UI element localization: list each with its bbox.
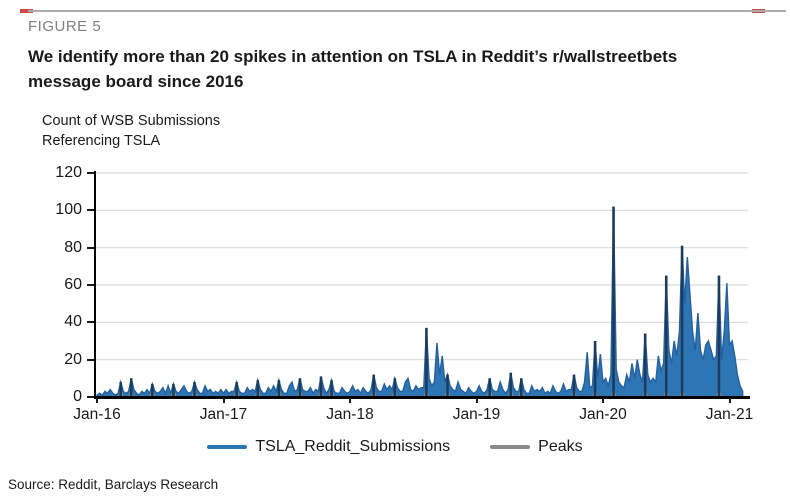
- y-tick: [87, 358, 94, 361]
- y-tick: [87, 321, 94, 324]
- x-tick-label: Jan-17: [199, 406, 248, 423]
- x-tick-label: Jan-20: [579, 406, 627, 423]
- y-tick-label: 80: [64, 238, 82, 256]
- y-tick: [87, 396, 94, 398]
- x-tick: [349, 398, 351, 403]
- legend-line-tsla-submissions: [207, 445, 248, 449]
- y-tick-label: 0: [73, 388, 82, 405]
- header-rule: [28, 10, 786, 12]
- legend-label-peaks: Peaks: [538, 438, 583, 455]
- x-tick-label: Jan-16: [73, 406, 121, 423]
- y-tick-label: 40: [64, 313, 82, 331]
- chart-title: We identify more than 20 spikes in atten…: [28, 47, 678, 91]
- figure-number-label: FIGURE 5: [28, 18, 102, 35]
- source-note: Source: Reddit, Barclays Research: [8, 477, 219, 492]
- x-tick-label: Jan-18: [326, 406, 374, 423]
- y-tick: [87, 172, 94, 174]
- x-tick: [602, 398, 604, 403]
- y-tick-label: 100: [55, 201, 82, 219]
- chart-legend: TSLA_Reddit_Submissions Peaks: [0, 438, 790, 456]
- y-tick: [87, 246, 94, 249]
- legend-line-peaks: [490, 445, 531, 449]
- y-tick-label: 120: [55, 164, 82, 181]
- y-tick: [87, 284, 94, 286]
- y-axis-line: [94, 171, 96, 398]
- y-axis-unit-line1: Count of WSB Submissions: [42, 113, 221, 129]
- x-tick: [96, 398, 98, 403]
- y-axis-unit-caption: Count of WSB Submissions Referencing TSL…: [42, 111, 220, 151]
- x-axis-line: [94, 396, 750, 399]
- x-tick: [475, 398, 478, 403]
- x-tick-label: Jan-21: [705, 406, 754, 423]
- x-tick: [222, 398, 225, 403]
- y-axis-unit-line2: Referencing TSLA: [42, 133, 161, 149]
- y-tick-label: 20: [64, 350, 82, 368]
- y-tick-label: 60: [64, 276, 82, 293]
- y-tick: [87, 209, 94, 212]
- x-tick: [728, 398, 731, 403]
- legend-label-tsla-submissions: TSLA_Reddit_Submissions: [255, 438, 451, 455]
- tsla-submissions-chart: [95, 172, 748, 398]
- corner-crop-mark-left: [20, 9, 33, 13]
- x-tick-label: Jan-19: [452, 406, 501, 423]
